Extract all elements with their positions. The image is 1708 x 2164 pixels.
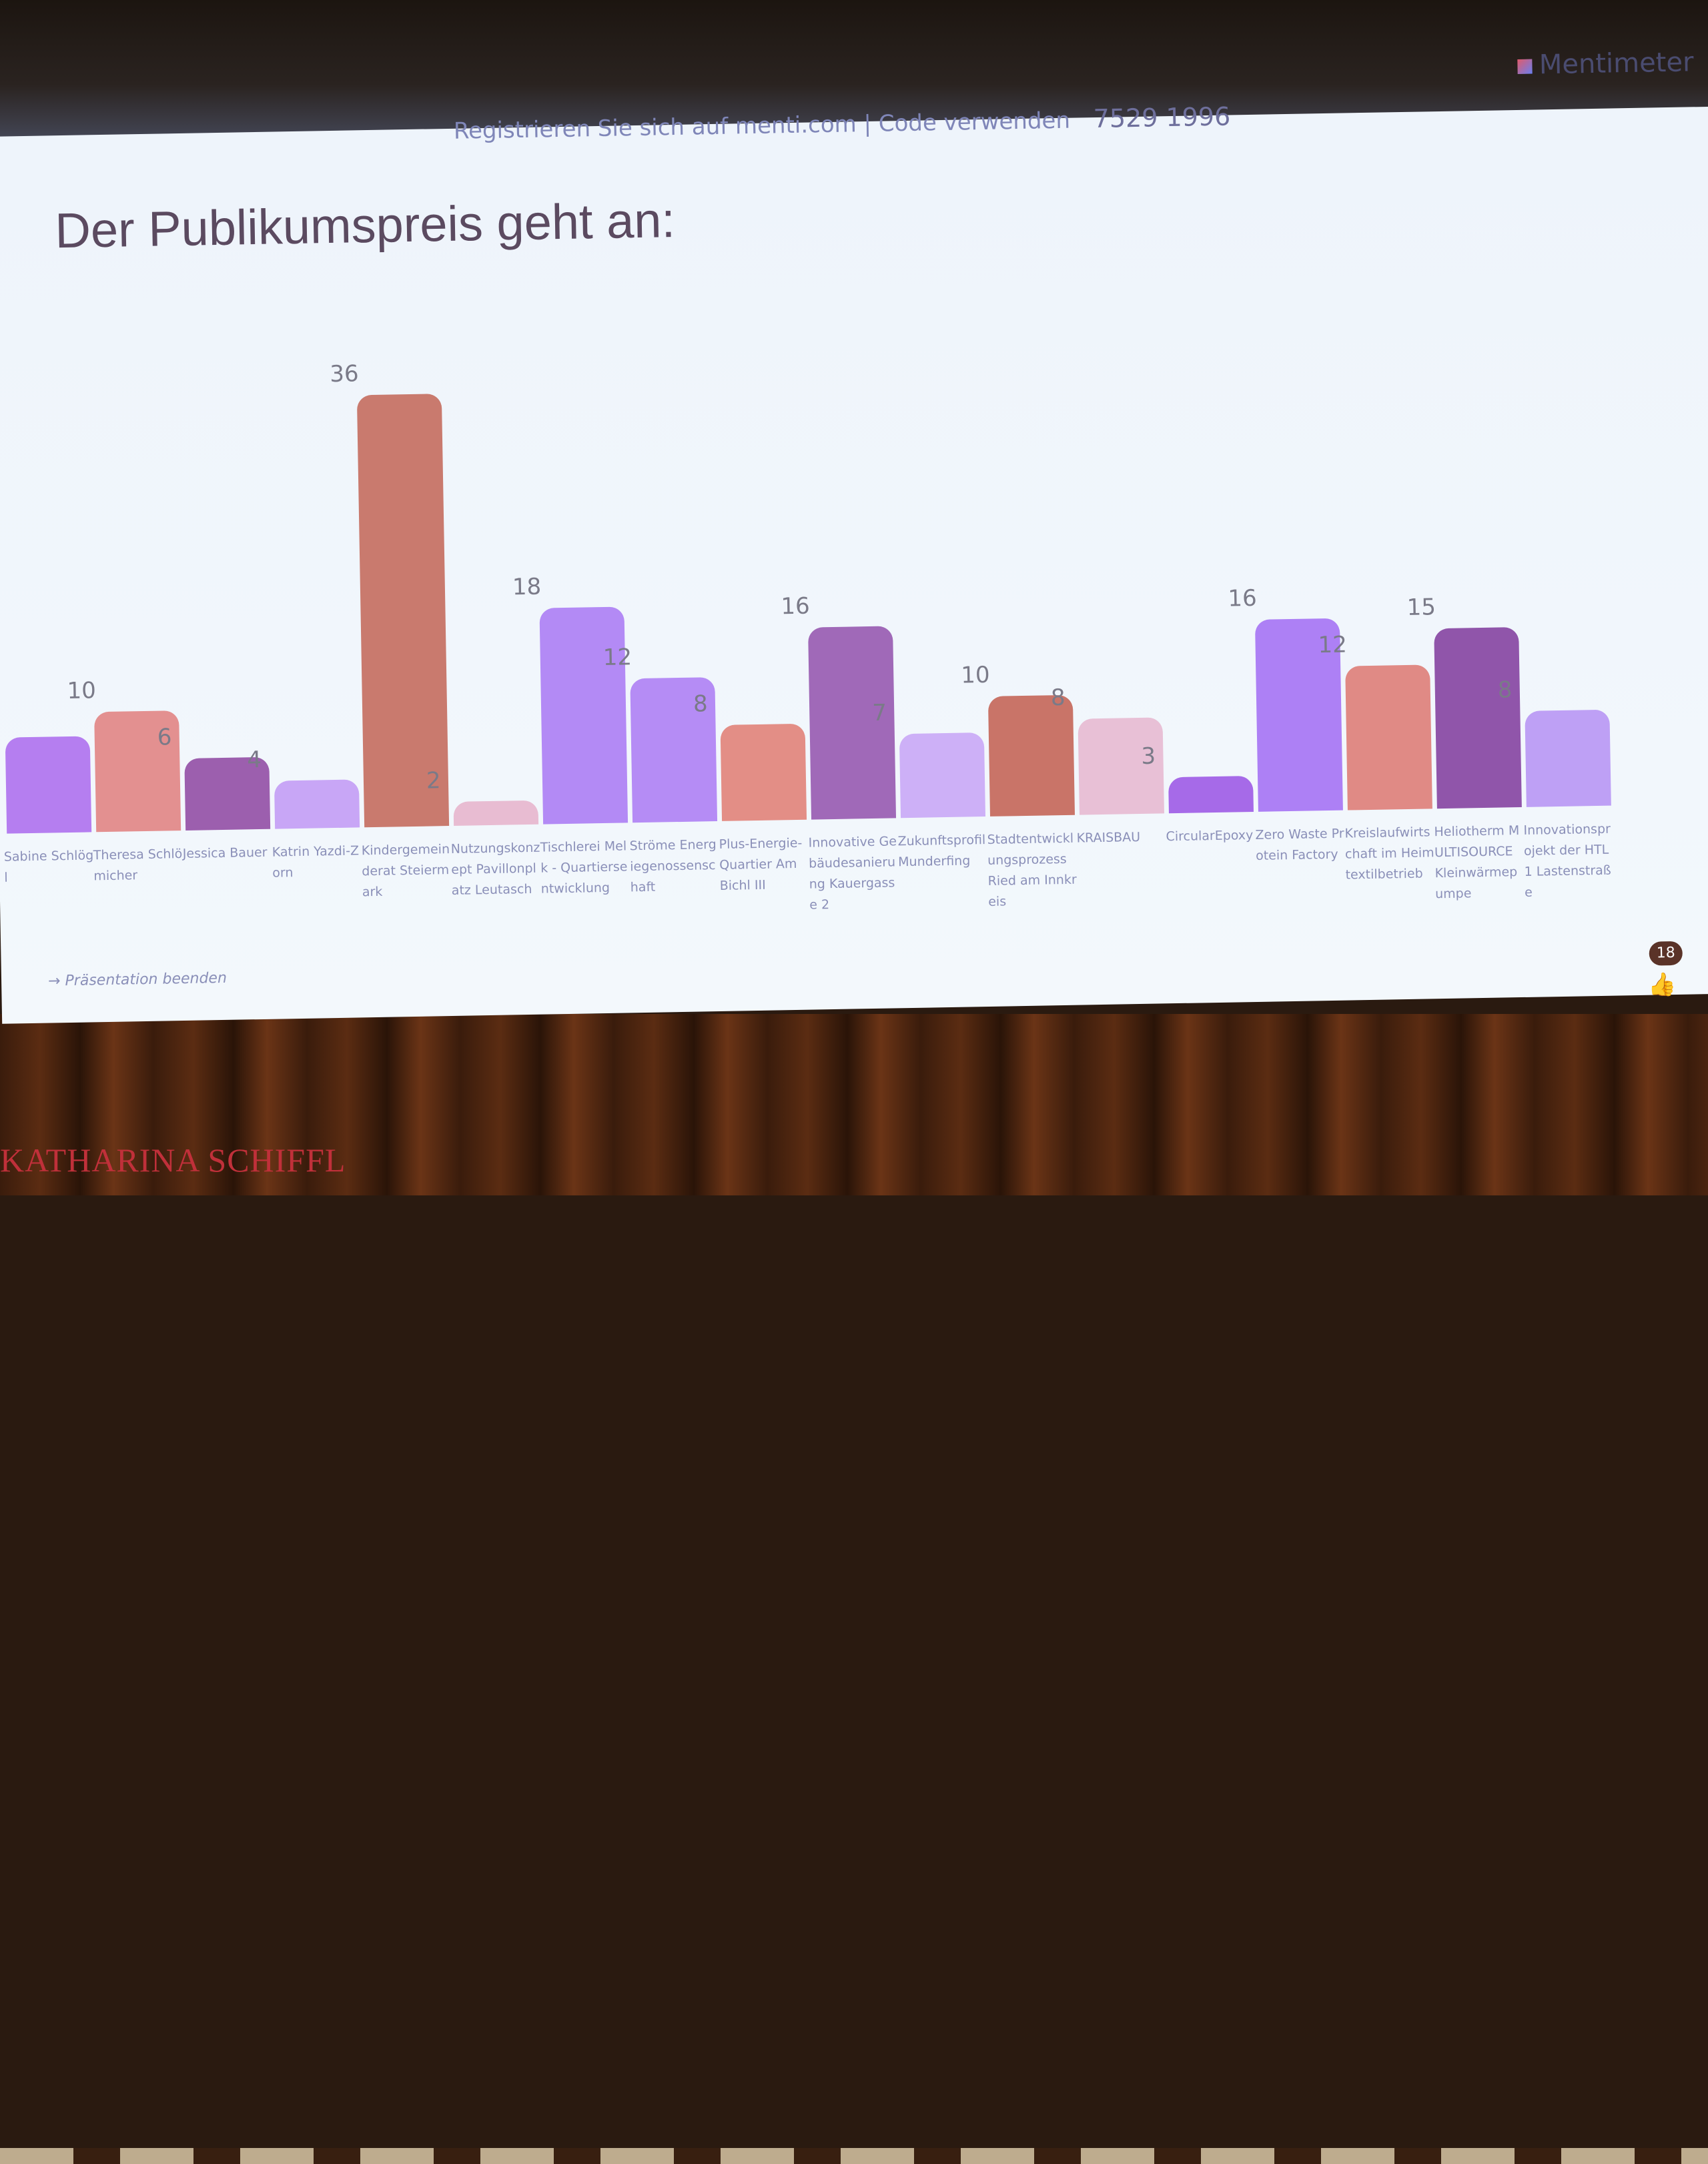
mentimeter-logo: Mentimeter: [1517, 47, 1694, 81]
wooden-beam: [0, 2148, 1708, 2164]
category-label: Zukunftsprofil Munderfing: [897, 833, 986, 870]
value-label: 10: [67, 677, 97, 705]
thumbs-up-icon[interactable]: 👍: [1647, 971, 1677, 999]
projected-slide: Registrieren Sie sich auf menti.com | Co…: [0, 47, 1708, 1024]
value-label: 7: [871, 699, 887, 726]
end-presentation-link[interactable]: → Präsentation beenden: [48, 970, 227, 990]
category-label: Kindergemeinderat Steiermark: [361, 842, 450, 900]
logo-icon: [1517, 59, 1533, 74]
value-label: 16: [1228, 584, 1257, 612]
category-label: Tischlerei Melk - Quartiersentwicklung: [540, 839, 628, 897]
value-label: 18: [512, 573, 542, 601]
category-label: Innovative Gebäudesanierung Kauergasse 2: [808, 834, 897, 913]
category-label: Stadtentwicklungsprozess Ried am Innkrei…: [987, 831, 1077, 909]
category-label: Jessica Bauer: [182, 845, 268, 862]
value-label: 8: [1497, 676, 1513, 704]
value-label: 8: [1050, 684, 1065, 712]
photographer-watermark: KATHARINA SCHIFFL: [0, 1141, 346, 1179]
value-label: 4: [247, 746, 262, 774]
bar-4: [356, 394, 450, 828]
logo-text: Mentimeter: [1539, 47, 1694, 81]
category-label: Theresa Schlömicher: [93, 847, 183, 884]
bar-0: [5, 736, 92, 834]
value-label: 8: [0, 702, 63, 730]
category-label: Plus-Energie-Quartier Am Bichl III: [719, 835, 803, 893]
category-label: Katrin Yazdi-Zorn: [272, 843, 360, 881]
value-label: 36: [329, 360, 359, 388]
value-label: 2: [426, 767, 441, 794]
category-label: Innovationsprojekt der HTL1 Lastenstraße: [1523, 821, 1611, 900]
value-label: 16: [781, 592, 811, 620]
value-label: 6: [157, 724, 172, 751]
value-label: 10: [960, 661, 990, 689]
bar-11: [987, 694, 1075, 817]
bar-3: [274, 779, 360, 829]
end-presentation-label: Präsentation beenden: [65, 969, 228, 990]
bar-17: [1525, 709, 1611, 807]
bar-16: [1434, 627, 1522, 809]
category-label: Nutzungskonzept Pavillonplatz Leutasch: [450, 840, 540, 899]
bar-5: [453, 800, 539, 826]
category-label: KRAISBAU: [1076, 829, 1141, 846]
bar-10: [899, 732, 986, 819]
value-label: 3: [1141, 742, 1156, 770]
value-label: 12: [602, 644, 632, 671]
category-label: Heliotherm MULTISOURCE Kleinwärmepumpe: [1434, 823, 1520, 902]
photo-background-wood: [0, 1014, 1708, 2164]
category-label: Zero Waste Protein Factory: [1255, 826, 1344, 863]
arrow-right-icon: →: [47, 973, 65, 990]
bar-13: [1168, 776, 1254, 814]
category-label: CircularEpoxy: [1166, 828, 1254, 845]
value-label: 12: [1318, 631, 1348, 659]
bar-15: [1345, 664, 1432, 810]
value-label: 8: [693, 690, 708, 718]
bar-6: [539, 606, 628, 825]
category-label: Kreislaufwirtschaft im Heimtextilbetrieb: [1344, 825, 1434, 883]
participant-count-badge: 18: [1649, 941, 1683, 966]
category-label: Ströme Energiegenossenschaft: [629, 837, 717, 895]
category-label: Sabine Schlögl: [3, 848, 94, 885]
value-label: 15: [1406, 594, 1436, 621]
bar-8: [720, 723, 807, 821]
bar-chart: 8 Sabine Schlögl 10 Theresa Schlömicher 6 Jes…: [0, 107, 1708, 1024]
